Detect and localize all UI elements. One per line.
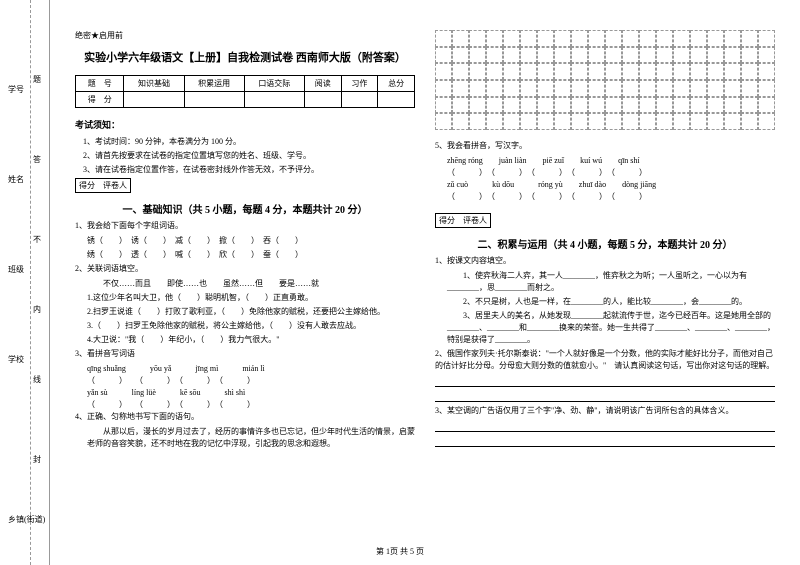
q3-py1: qīng shuǎng yōu yǎ jīng mì mián lì bbox=[87, 363, 415, 375]
page-footer: 第 1页 共 5 页 bbox=[376, 546, 424, 557]
marker-line: 线 bbox=[33, 374, 41, 385]
answer-line-1 bbox=[435, 375, 775, 387]
q1-chars: 锈（ ） 诱（ ） 减（ ） 掀（ ） 吞（ ） bbox=[87, 235, 415, 247]
score-table: 题 号 知识基础 积累运用 口语交际 阅读 习作 总分 得 分 bbox=[75, 75, 415, 108]
th-reading: 阅读 bbox=[304, 76, 341, 92]
notice-2: 2、请首先按要求在试卷的指定位置填写您的姓名、班级、学号。 bbox=[75, 150, 415, 161]
q4: 4、正确、匀称地书写下面的语句。 bbox=[75, 411, 415, 423]
score-box-2: 得分 评卷人 bbox=[435, 213, 491, 228]
q1: 1、我会给下面每个字组词语。 bbox=[75, 220, 415, 232]
s2-q3: 3、某空调的广告语仅用了三个字"净、劲、静"，请说明该广告词所包含的具体含义。 bbox=[435, 405, 775, 417]
q2-sub2: 1.这位少年名叫大卫，他（ ）聪明机智，（ ）正直勇敢。 bbox=[87, 292, 415, 304]
s2-q1-sub3: 3、居里夫人的美名，从她发现________起就流传于世，迄今已经百年。这是她用… bbox=[447, 310, 775, 346]
q2-sub3: 2.扫罗王说谁（ ）打败了歌利亚，（ ）免除他家的赋税，还要把公主嫁给他。 bbox=[87, 306, 415, 318]
th-accumulate: 积累运用 bbox=[184, 76, 244, 92]
notice-3: 3、请在试卷指定位置作答，在试卷密封线外作答无效，不予评分。 bbox=[75, 164, 415, 175]
th-number: 题 号 bbox=[76, 76, 124, 92]
q2: 2、关联词语填空。 bbox=[75, 263, 415, 275]
marker-answer: 答 bbox=[33, 154, 41, 165]
score-box-1: 得分 评卷人 bbox=[75, 178, 131, 193]
answer-line-4 bbox=[435, 435, 775, 447]
marker-inside: 内 bbox=[33, 304, 41, 315]
q5: 5、我会看拼音，写汉字。 bbox=[435, 140, 775, 152]
side-label-class: 班级 bbox=[8, 264, 24, 275]
main-content: 绝密★启用前 实验小学六年级语文【上册】自我检测试卷 西南师大版（附答案） 题 … bbox=[50, 0, 800, 565]
dashed-fold-line bbox=[30, 0, 31, 565]
th-basic: 知识基础 bbox=[124, 76, 184, 92]
s2-q1-sub2: 2、不只是树，人也是一样，在________的人，能比较________，会__… bbox=[447, 296, 775, 308]
left-column: 绝密★启用前 实验小学六年级语文【上册】自我检测试卷 西南师大版（附答案） 题 … bbox=[65, 30, 425, 550]
s2-q1: 1、按课文内容填空。 bbox=[435, 255, 775, 267]
notice-title: 考试须知： bbox=[75, 118, 415, 131]
q2-sub4: 3.（ ）扫罗王免除他家的赋税，将公主嫁给他，（ ）没有人敢去应战。 bbox=[87, 320, 415, 332]
side-label-school: 学校 bbox=[8, 354, 24, 365]
side-label-township: 乡镇(街道) bbox=[8, 514, 45, 525]
notice-1: 1、考试时间：90 分钟，本卷满分为 100 分。 bbox=[75, 136, 415, 147]
q2-sub5: 4.大卫说："我（ ）年纪小，（ ）我力气很大。" bbox=[87, 334, 415, 346]
answer-line-3 bbox=[435, 420, 775, 432]
q3: 3、看拼音写词语 bbox=[75, 348, 415, 360]
th-writing: 习作 bbox=[341, 76, 378, 92]
q3-blank1: （ ） （ ） （ ） （ ） bbox=[87, 375, 415, 387]
s2-q1-sub1: 1、使弈秋海二人弈，其一人________，惟弈秋之为听；一人虽听之，一心以为有… bbox=[447, 270, 775, 294]
marker-question: 题 bbox=[33, 74, 41, 85]
q5-py2: zǔ cuò kù dōu róng yù zhuī dào dòng jiān… bbox=[447, 179, 775, 191]
q5-py1: zhēng róng juàn liàn piē zuǐ kuí wú qīn … bbox=[447, 155, 775, 167]
side-label-name: 姓名 bbox=[8, 174, 24, 185]
binding-margin: 乡镇(街道) 学校 班级 姓名 学号 封 线 内 不 答 题 bbox=[0, 0, 50, 565]
q3-blank2: （ ） （ ） （ ） （ ） bbox=[87, 399, 415, 411]
th-total: 总分 bbox=[378, 76, 415, 92]
side-label-id: 学号 bbox=[8, 84, 24, 95]
section-1-title: 一、基础知识（共 5 小题，每题 4 分，本题共计 20 分） bbox=[75, 201, 415, 216]
s2-q2: 2、俄国作家列夫·托尔斯泰说："一个人就好像是一个分数，他的实际才能好比分子，而… bbox=[435, 348, 775, 372]
right-column: 5、我会看拼音，写汉字。 zhēng róng juàn liàn piē zu… bbox=[425, 30, 785, 550]
marker-no: 不 bbox=[33, 234, 41, 245]
q3-py2: yǎn sù líng lüè kē sōu shì shì bbox=[87, 387, 415, 399]
td-score: 得 分 bbox=[76, 92, 124, 108]
q4-text: 从那以后，漫长的岁月过去了，经历的事情许多也已忘记，但少年时代生活的情景，启蒙老… bbox=[87, 426, 415, 450]
q2-sub1: 不仅……而且 即使……也 虽然……但 要是……就 bbox=[87, 278, 415, 290]
writing-grid bbox=[435, 30, 775, 130]
q5-blank1: （ ） （ ） （ ） （ ） （ ） bbox=[447, 167, 775, 179]
q1-chars2: 绣（ ） 透（ ） 喊（ ） 欣（ ） 蚕（ ） bbox=[87, 249, 415, 261]
confidential-notice: 绝密★启用前 bbox=[75, 30, 415, 41]
th-oral: 口语交际 bbox=[244, 76, 304, 92]
answer-line-2 bbox=[435, 390, 775, 402]
marker-seal: 封 bbox=[33, 454, 41, 465]
q5-blank2: （ ） （ ） （ ） （ ） （ ） bbox=[447, 191, 775, 203]
section-2-title: 二、积累与运用（共 4 小题，每题 5 分，本题共计 20 分） bbox=[435, 236, 775, 251]
exam-title: 实验小学六年级语文【上册】自我检测试卷 西南师大版（附答案） bbox=[75, 49, 415, 65]
